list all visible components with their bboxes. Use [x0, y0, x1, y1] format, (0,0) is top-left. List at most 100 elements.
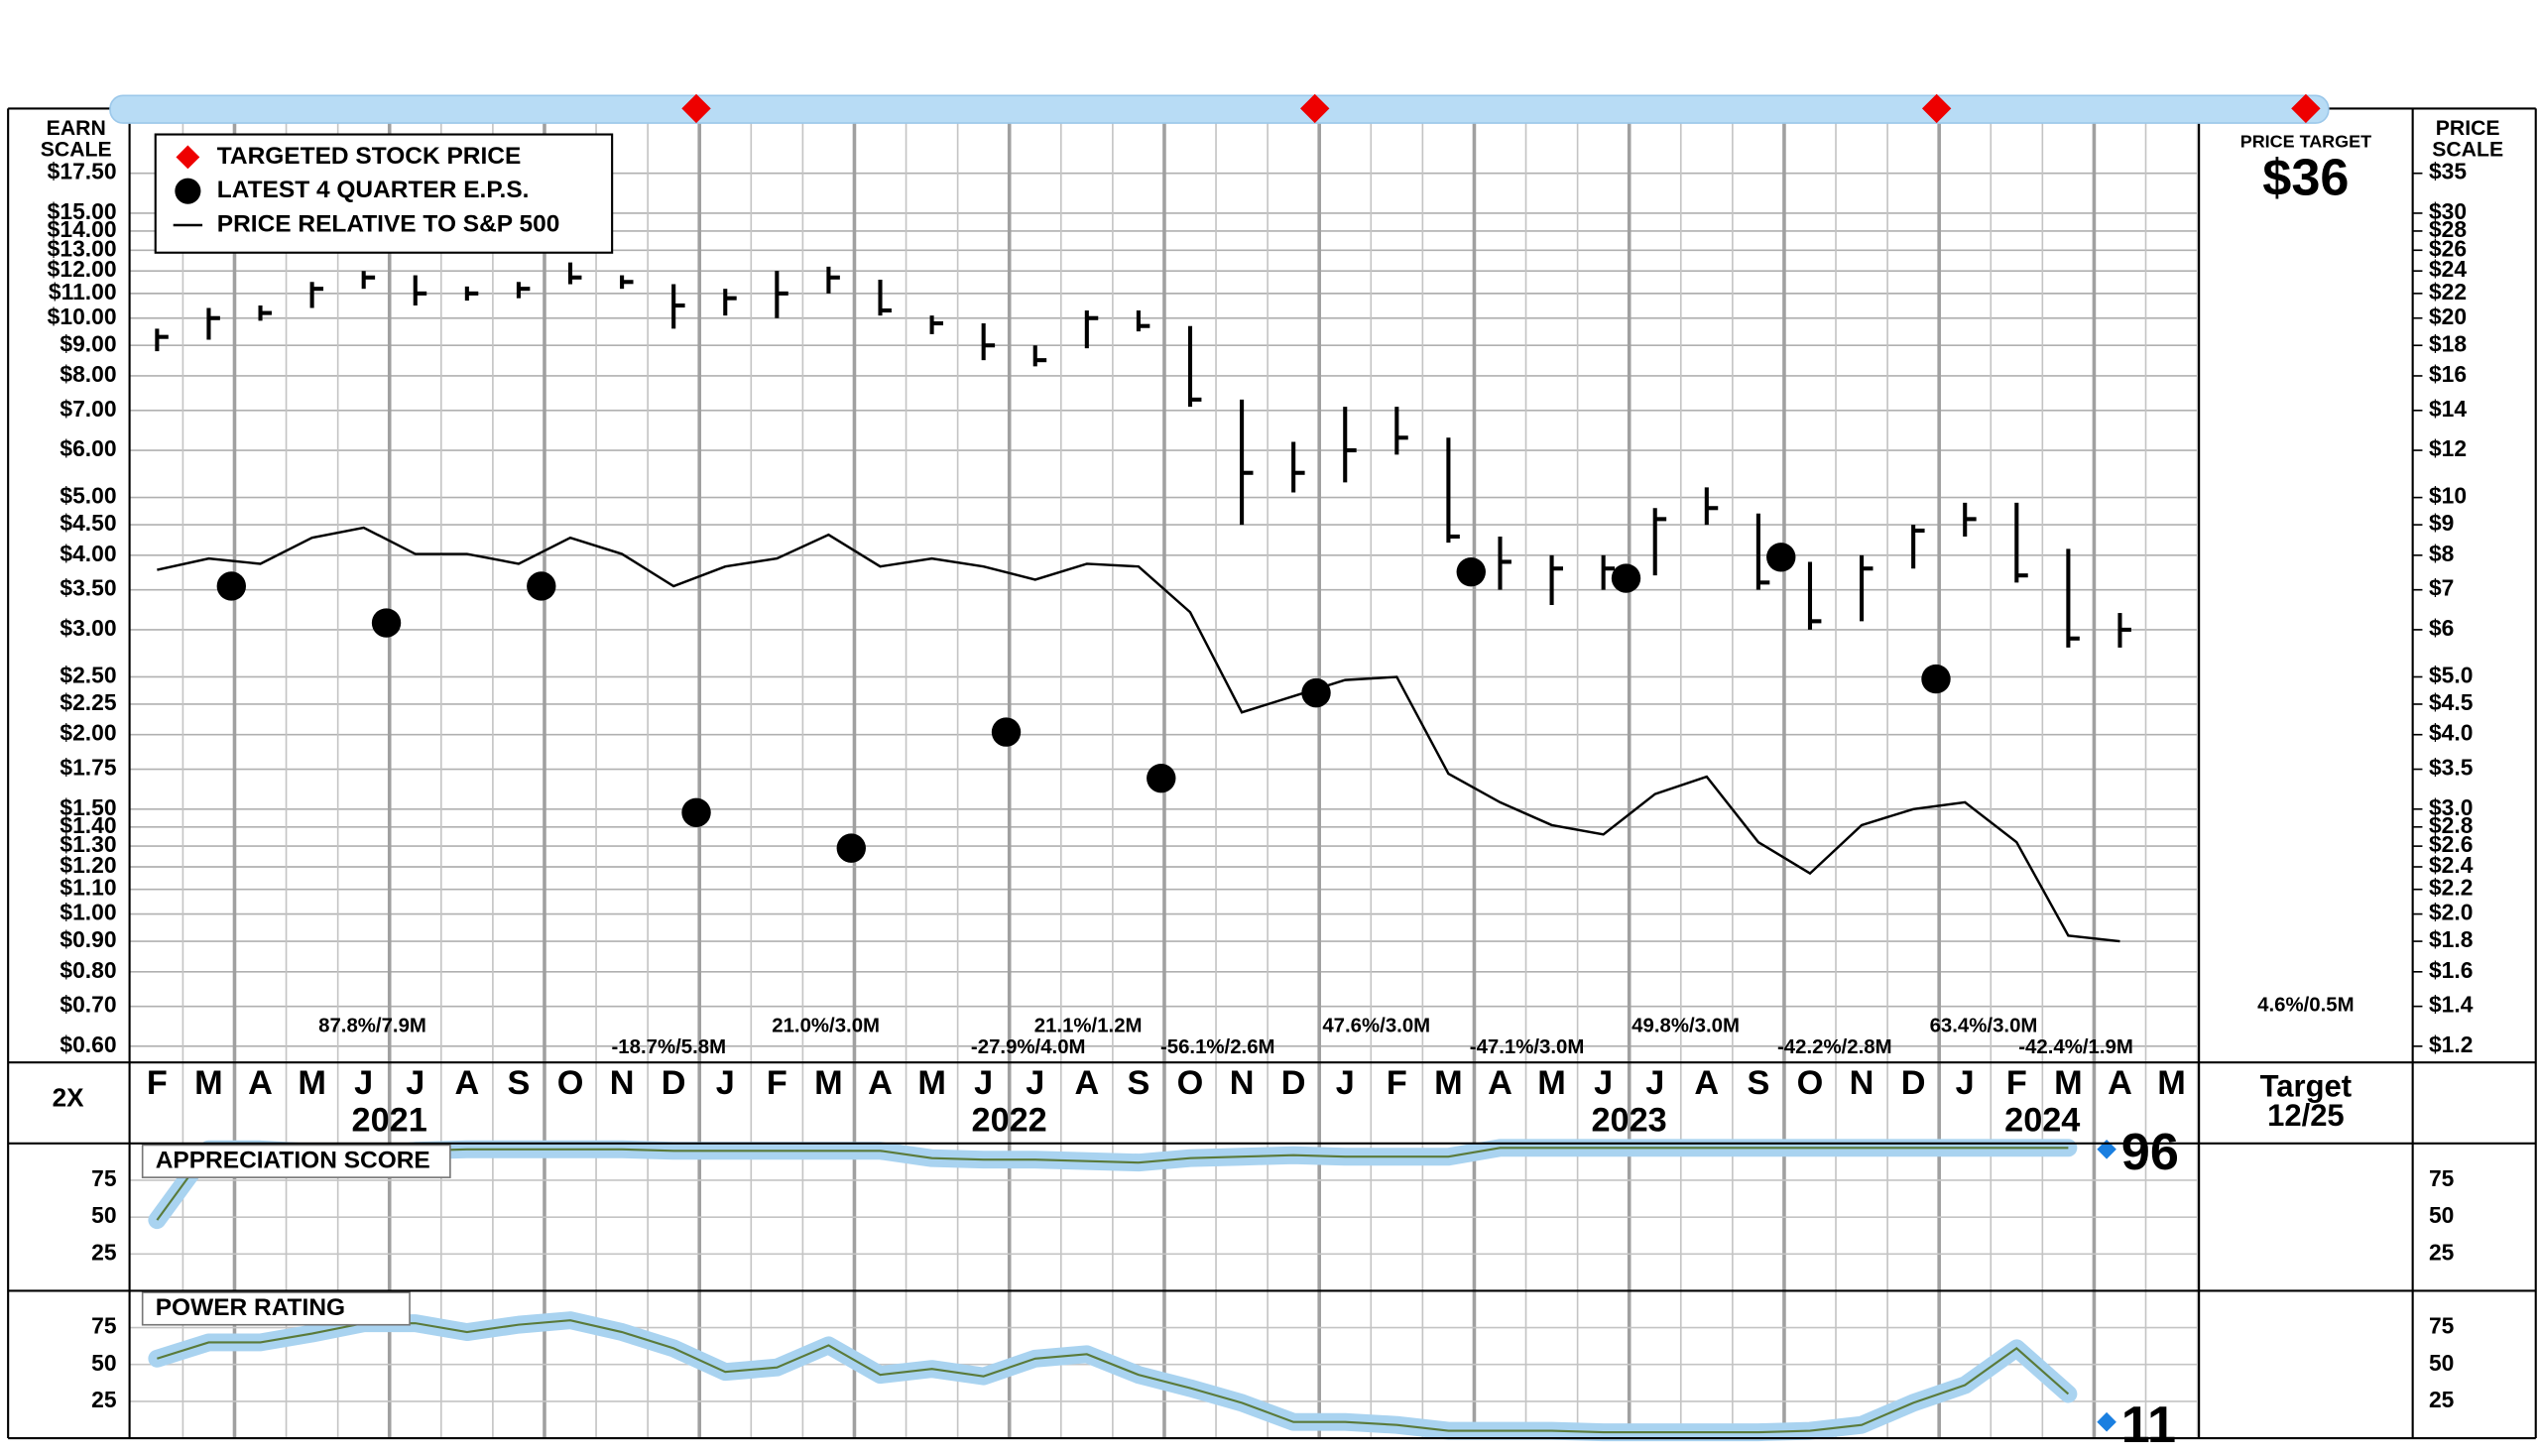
y-tick-label: $4.50 [60, 510, 116, 536]
panel-title-box [141, 1291, 411, 1326]
x-tick-label: F [2006, 1064, 2027, 1102]
x-tick-label: M [298, 1064, 326, 1102]
x-tick-label: M [1434, 1064, 1463, 1102]
y2-tick-label: $9 [2429, 510, 2454, 536]
y2-tick-label: $28 [2429, 216, 2467, 242]
x-tick-label: D [1281, 1064, 1306, 1102]
annotation: -42.2%/2.8M [1777, 1036, 1892, 1058]
y-tick-label: $0.70 [60, 992, 116, 1018]
x-tick-label: J [1956, 1064, 1975, 1102]
x-tick-label: M [814, 1064, 843, 1102]
x-tick-label: J [354, 1064, 373, 1102]
y2-tick-label: $18 [2429, 330, 2467, 356]
panel-tick-label: 50 [91, 1202, 116, 1228]
y-tick-label: $12.00 [48, 256, 117, 282]
y-tick-label: $13.00 [48, 235, 117, 261]
x-tick-label: N [1850, 1064, 1874, 1102]
y-tick-label: $3.00 [60, 615, 116, 641]
x-tick-label: S [508, 1064, 531, 1102]
annotation: 21.1%/1.2M [1034, 1016, 1143, 1037]
eps-dot [1921, 664, 1951, 694]
panel-tick-label-right: 25 [2429, 1387, 2455, 1412]
annotation: -27.9%/4.0M [971, 1036, 1086, 1058]
y-tick-label: $1.75 [60, 755, 116, 781]
year-label: 2024 [2004, 1102, 2080, 1140]
x-tick-label: J [716, 1064, 735, 1102]
y-tick-label: $1.20 [60, 852, 116, 878]
y-tick-label: $1.00 [60, 900, 116, 925]
x-tick-label: M [194, 1064, 223, 1102]
x-tick-label: S [1127, 1064, 1149, 1102]
eps-dot [1611, 563, 1641, 593]
y2-tick-label: $24 [2429, 256, 2467, 282]
annotation: -47.1%/3.0M [1470, 1036, 1585, 1058]
current-value: 11 [2121, 1396, 2176, 1454]
x-tick-label: J [1026, 1064, 1044, 1102]
y2-tick-label: $12 [2429, 435, 2467, 461]
x-tick-label: J [974, 1064, 993, 1102]
y2-tick-label: $16 [2429, 361, 2467, 387]
x-tick-label: O [1797, 1064, 1824, 1102]
x-tick-label: A [1694, 1064, 1719, 1102]
y-tick-label: $0.90 [60, 926, 116, 952]
y2-tick-label: $22 [2429, 279, 2467, 304]
legend-diamond [174, 143, 202, 172]
panel-tick-label-right: 50 [2429, 1350, 2454, 1376]
panel-tick-label: 25 [91, 1239, 117, 1265]
annotation: 47.6%/3.0M [1322, 1016, 1430, 1037]
x-tick-label: J [1594, 1064, 1613, 1102]
y-tick-label: $4.00 [60, 541, 116, 566]
x-tick-label: M [1537, 1064, 1566, 1102]
y-tick-label: $15.00 [48, 198, 117, 224]
x-tick-label: N [1230, 1064, 1255, 1102]
target-date: 12/25 [2267, 1098, 2345, 1133]
x-tick-label: N [610, 1064, 635, 1102]
legend-label: PRICE RELATIVE TO S&P 500 [217, 210, 560, 237]
year-label: 2022 [972, 1102, 1047, 1140]
x-tick-label: F [767, 1064, 787, 1102]
y-axis-title: SCALE [41, 138, 112, 161]
y2-tick-label: $2.6 [2429, 831, 2473, 857]
panel-tick-label: 75 [91, 1313, 117, 1339]
relative-line [157, 526, 2120, 943]
annotation: 49.8%/3.0M [1632, 1016, 1740, 1037]
y-tick-label: $1.50 [60, 794, 116, 820]
annotation: -42.4%/1.9M [2018, 1036, 2133, 1058]
x-tick-label: O [1177, 1064, 1204, 1102]
x-tick-label: F [1387, 1064, 1407, 1102]
annotation: 21.0%/3.0M [772, 1016, 880, 1037]
x-tick-label: A [454, 1064, 479, 1102]
eps-dot [1766, 543, 1796, 572]
panel-title: POWER RATING [156, 1294, 345, 1321]
y2-axis-title: SCALE [2432, 138, 2503, 161]
eps-dot [527, 571, 556, 601]
x-tick-label: D [662, 1064, 686, 1102]
annotation: 63.4%/3.0M [1930, 1016, 2038, 1037]
y2-tick-label: $30 [2429, 198, 2467, 224]
eps-dot [1301, 677, 1331, 708]
y-tick-label: $1.30 [60, 831, 116, 857]
x-tick-label: A [2108, 1064, 2132, 1102]
y-tick-label: $2.50 [60, 663, 116, 688]
score-line [156, 1147, 2069, 1221]
target-band [109, 94, 2330, 124]
y-tick-label: $1.40 [60, 812, 116, 838]
x-tick-label: F [147, 1064, 168, 1102]
target-title: Target [2260, 1069, 2352, 1104]
target-marker [2291, 93, 2321, 124]
y2-tick-label: $1.8 [2429, 926, 2473, 952]
eps-dot [216, 571, 246, 601]
price-target: $36 [2262, 150, 2349, 207]
panel-tick-label: 50 [91, 1350, 116, 1376]
panel-title-box [141, 1144, 451, 1178]
legend-label: TARGETED STOCK PRICE [217, 143, 522, 170]
y-tick-label: $6.00 [60, 435, 116, 461]
y2-tick-label: $26 [2429, 235, 2467, 261]
eps-dot [991, 717, 1022, 747]
x-tick-label: J [1336, 1064, 1355, 1102]
eps-dot [681, 797, 711, 827]
panel-tick-label-right: 75 [2429, 1165, 2455, 1191]
y2-tick-label: $7 [2429, 575, 2454, 601]
y-axis-title: EARN [47, 117, 106, 140]
